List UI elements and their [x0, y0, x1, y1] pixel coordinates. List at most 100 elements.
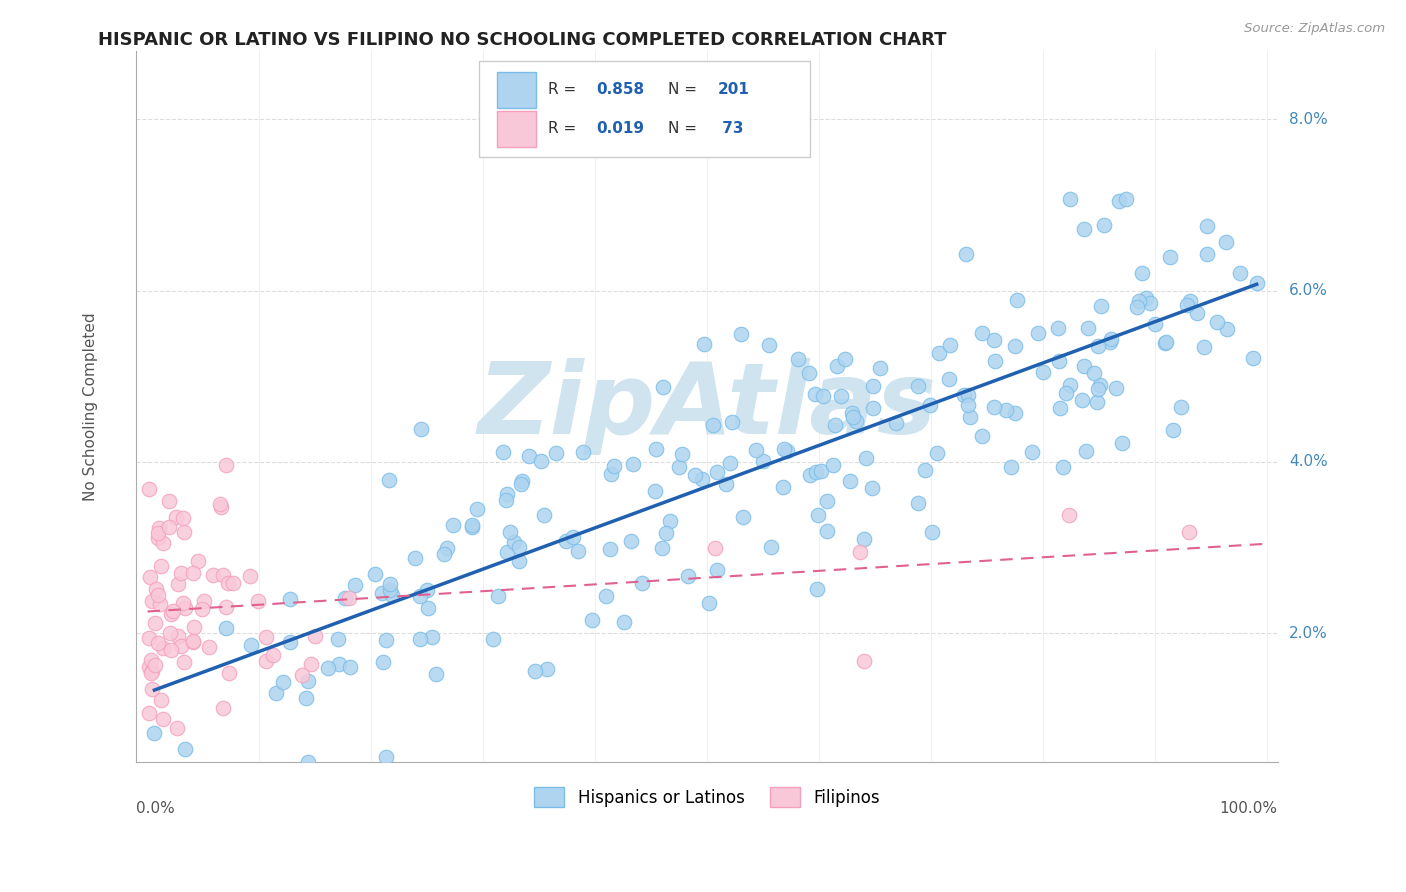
Point — [461, 518, 484, 533]
Point — [546, 446, 568, 460]
Point — [830, 389, 852, 403]
Point — [599, 467, 621, 481]
Point — [377, 473, 399, 487]
FancyBboxPatch shape — [498, 112, 536, 146]
Point — [488, 590, 510, 604]
Point — [613, 615, 636, 630]
Point — [141, 681, 163, 696]
Point — [1090, 299, 1112, 313]
Point — [811, 389, 834, 403]
Point — [1135, 291, 1157, 305]
Point — [603, 458, 626, 473]
Point — [827, 359, 849, 373]
Point — [956, 388, 979, 402]
Point — [1077, 320, 1099, 334]
Point — [374, 750, 396, 764]
Point — [138, 706, 160, 720]
Point — [1229, 266, 1251, 280]
Point — [1130, 266, 1153, 280]
Point — [1154, 334, 1177, 349]
Point — [157, 520, 180, 534]
Point — [143, 726, 166, 740]
Point — [1180, 293, 1202, 308]
Point — [1000, 459, 1022, 474]
Point — [512, 474, 534, 488]
Point — [1178, 524, 1201, 539]
Point — [160, 607, 183, 622]
Point — [1059, 192, 1081, 206]
Point — [1194, 340, 1216, 354]
Point — [143, 615, 166, 630]
Point — [1108, 194, 1130, 209]
Point — [173, 655, 195, 669]
Point — [1032, 365, 1054, 379]
Point — [141, 664, 163, 678]
Point — [849, 545, 872, 559]
Point — [170, 639, 193, 653]
Point — [145, 582, 167, 597]
Point — [215, 621, 238, 635]
Point — [721, 415, 744, 429]
Point — [138, 660, 160, 674]
Point — [215, 599, 238, 614]
Point — [1021, 445, 1043, 459]
Text: HISPANIC OR LATINO VS FILIPINO NO SCHOOLING COMPLETED CORRELATION CHART: HISPANIC OR LATINO VS FILIPINO NO SCHOOL… — [98, 31, 946, 49]
Point — [183, 635, 205, 649]
Point — [420, 630, 443, 644]
Point — [862, 379, 884, 393]
Point — [141, 665, 163, 680]
Text: 73: 73 — [717, 121, 744, 136]
Point — [1206, 315, 1229, 329]
Point — [714, 476, 737, 491]
Point — [925, 446, 948, 460]
Point — [853, 655, 876, 669]
Point — [984, 354, 1007, 368]
Point — [202, 567, 225, 582]
Point — [299, 657, 322, 672]
Point — [152, 535, 174, 549]
Point — [160, 643, 183, 657]
Point — [343, 577, 366, 591]
Point — [644, 483, 666, 498]
Point — [1004, 339, 1026, 353]
Point — [1047, 353, 1070, 368]
Point — [718, 456, 741, 470]
Point — [467, 502, 489, 516]
Point — [496, 486, 519, 500]
Point — [524, 664, 547, 678]
Point — [278, 592, 301, 607]
Point — [167, 629, 190, 643]
Point — [380, 576, 402, 591]
Point — [271, 675, 294, 690]
Point — [956, 398, 979, 412]
Text: 0.0%: 0.0% — [136, 801, 176, 816]
Point — [333, 591, 356, 605]
Point — [215, 458, 238, 473]
Point — [536, 662, 558, 676]
Point — [823, 458, 845, 472]
Point — [853, 532, 876, 546]
Point — [1128, 294, 1150, 309]
Point — [165, 510, 187, 524]
Point — [697, 596, 720, 610]
Point — [1088, 377, 1111, 392]
Point — [1105, 381, 1128, 395]
Point — [824, 417, 846, 432]
Point — [815, 524, 838, 538]
Point — [786, 351, 808, 366]
Point — [191, 602, 214, 616]
Point — [373, 656, 395, 670]
Point — [1197, 219, 1219, 234]
Point — [652, 380, 675, 394]
Point — [198, 640, 221, 654]
Point — [676, 569, 699, 583]
Point — [304, 629, 326, 643]
Point — [211, 700, 233, 714]
Point — [758, 338, 780, 352]
Text: 4.0%: 4.0% — [1289, 454, 1327, 469]
Point — [461, 520, 484, 534]
Point — [173, 524, 195, 539]
Point — [1170, 400, 1192, 414]
Point — [149, 559, 172, 574]
Point — [1161, 423, 1184, 437]
